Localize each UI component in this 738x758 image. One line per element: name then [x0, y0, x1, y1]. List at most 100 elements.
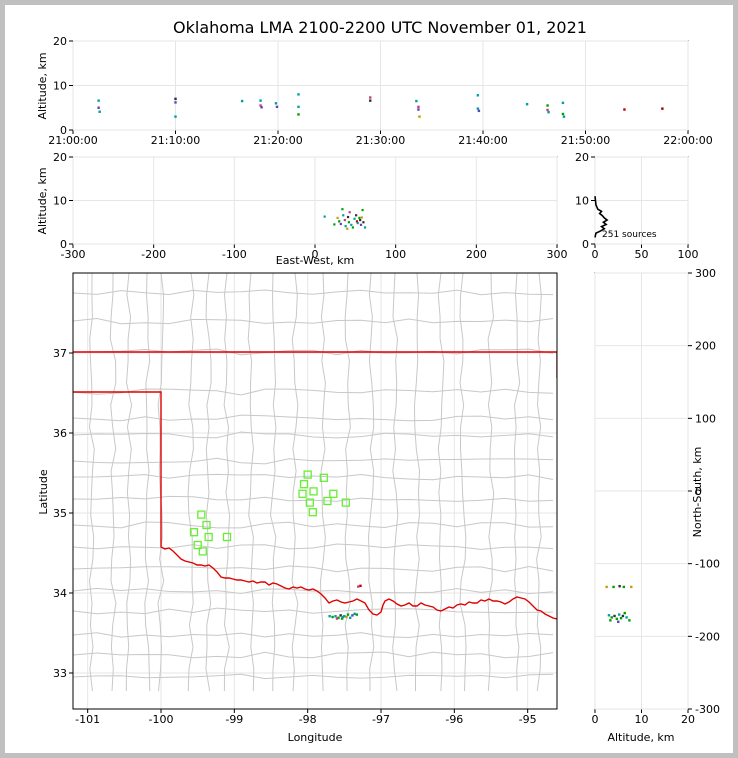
- source-point: [346, 215, 350, 219]
- altitude-tick-label: 20: [53, 151, 67, 164]
- source-point: [339, 222, 342, 226]
- station-marker: [323, 496, 332, 506]
- altitude-tick-label: 10: [53, 80, 67, 93]
- ew-altitude-grid: [69, 156, 558, 248]
- source-point: [328, 615, 331, 618]
- ns-tick-label: 200: [695, 340, 716, 353]
- altitude-tick-label: 10: [53, 195, 67, 208]
- source-point: [615, 617, 619, 621]
- histogram-tick-label: 50: [635, 248, 649, 261]
- county-line: [73, 651, 554, 659]
- lma-stations: [189, 470, 350, 556]
- source-point: [623, 108, 626, 111]
- source-point: [336, 216, 339, 219]
- station-marker: [305, 498, 315, 507]
- source-point: [346, 227, 349, 230]
- longitude-ticks: -101 -100 -99 -98 -97 -96 -95: [75, 713, 536, 726]
- county-line: [125, 273, 133, 692]
- source-point: [341, 615, 345, 619]
- plan-view-grid: [69, 273, 557, 713]
- source-point: [345, 615, 348, 619]
- histogram-tick-label: 0: [592, 248, 599, 261]
- altitude-histogram-panel: 0 50 100 0 10 20 251 sources: [575, 151, 699, 261]
- time-altitude-ylabel: Altitude, km: [36, 52, 49, 119]
- source-point: [353, 612, 356, 615]
- ns-tick-label: -200: [695, 630, 720, 643]
- source-point: [605, 585, 608, 589]
- source-point: [97, 106, 100, 109]
- source-point: [356, 222, 359, 225]
- source-point: [274, 102, 278, 105]
- time-tick-label: 22:00:00: [663, 134, 712, 147]
- source-point: [297, 93, 300, 96]
- source-point: [369, 99, 372, 102]
- time-tick-label: 21:40:00: [458, 134, 507, 147]
- source-point: [259, 99, 262, 102]
- county-line: [73, 431, 554, 439]
- source-point: [349, 616, 352, 619]
- time-altitude-points: [97, 93, 664, 118]
- source-point: [174, 115, 177, 118]
- ns-tick-label: 100: [695, 412, 716, 425]
- source-point: [625, 616, 628, 619]
- histogram-profile-line: [594, 196, 609, 238]
- north-south-label: North-South, km: [691, 447, 704, 538]
- source-point: [240, 99, 244, 103]
- north-south-ticks: -300 -200 -100 0 100 200 300: [695, 267, 720, 716]
- county-line: [157, 273, 165, 692]
- source-point: [623, 611, 626, 615]
- county-line: [269, 273, 277, 692]
- longitude-tick-label: -98: [299, 713, 317, 726]
- county-line: [73, 457, 554, 465]
- county-line: [413, 273, 421, 691]
- longitude-tick-label: -101: [75, 713, 100, 726]
- histogram-alt-tick: 0: [582, 238, 589, 251]
- time-tick-label: 21:10:00: [151, 134, 200, 147]
- ns-tick-label: -300: [695, 703, 720, 716]
- county-line: [73, 521, 554, 529]
- source-point: [343, 615, 346, 618]
- source-point: [339, 614, 342, 617]
- source-point: [337, 616, 340, 619]
- ew-tick-label: -200: [141, 248, 166, 261]
- county-line: [73, 414, 554, 422]
- station-marker: [303, 470, 312, 479]
- county-line: [291, 273, 299, 692]
- source-point: [525, 102, 529, 106]
- altitude-tick-label: 0: [592, 713, 599, 726]
- time-tick-label: 21:20:00: [253, 134, 302, 147]
- source-point: [174, 101, 177, 104]
- source-point: [415, 99, 418, 103]
- source-point: [661, 107, 664, 110]
- county-line: [73, 607, 554, 615]
- source-point: [476, 107, 480, 110]
- source-point: [613, 614, 616, 618]
- county-line: [88, 273, 95, 692]
- ew-tick-label: -300: [61, 248, 86, 261]
- station-marker: [329, 489, 338, 498]
- station-marker: [197, 510, 206, 519]
- source-point: [417, 108, 420, 111]
- source-point: [607, 614, 611, 617]
- source-point: [174, 97, 177, 101]
- ew-tick-label: -100: [222, 248, 247, 261]
- longitude-tick-label: -99: [225, 713, 243, 726]
- county-line: [73, 348, 554, 356]
- county-line: [392, 273, 399, 692]
- county-line: [367, 273, 375, 692]
- source-point: [621, 614, 625, 618]
- source-point: [359, 584, 362, 587]
- longitude-tick-label: -96: [445, 713, 463, 726]
- ns-tick-label: -100: [695, 558, 720, 571]
- altitude-tick-label: 10: [635, 713, 649, 726]
- histogram-xticks: 0 50 100: [592, 248, 699, 261]
- longitude-tick-label: -100: [149, 713, 174, 726]
- station-marker: [341, 498, 350, 507]
- county-line: [73, 673, 554, 680]
- ns-tick-label: 300: [695, 267, 716, 280]
- figure-title: Oklahoma LMA 2100-2200 UTC November 01, …: [173, 18, 587, 37]
- county-line: [109, 273, 117, 692]
- source-point: [358, 216, 361, 219]
- source-point: [347, 221, 350, 224]
- source-point: [335, 617, 339, 620]
